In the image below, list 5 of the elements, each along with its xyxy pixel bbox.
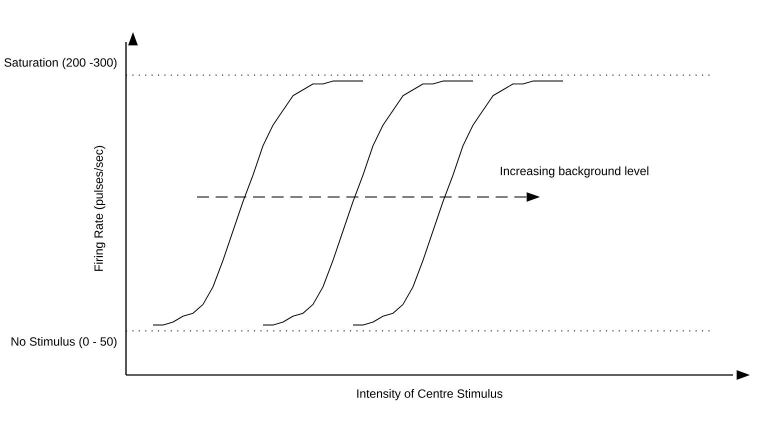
ref-line-label: Saturation (200 -300) (4, 58, 117, 70)
y-axis-title: Firing Rate (pulses/sec) (94, 146, 106, 271)
x-axis-title: Intensity of Centre Stimulus (357, 389, 502, 400)
annotation: Increasing background level (500, 166, 648, 178)
ref-line-label: No Stimulus (0 - 50) (12, 336, 117, 348)
